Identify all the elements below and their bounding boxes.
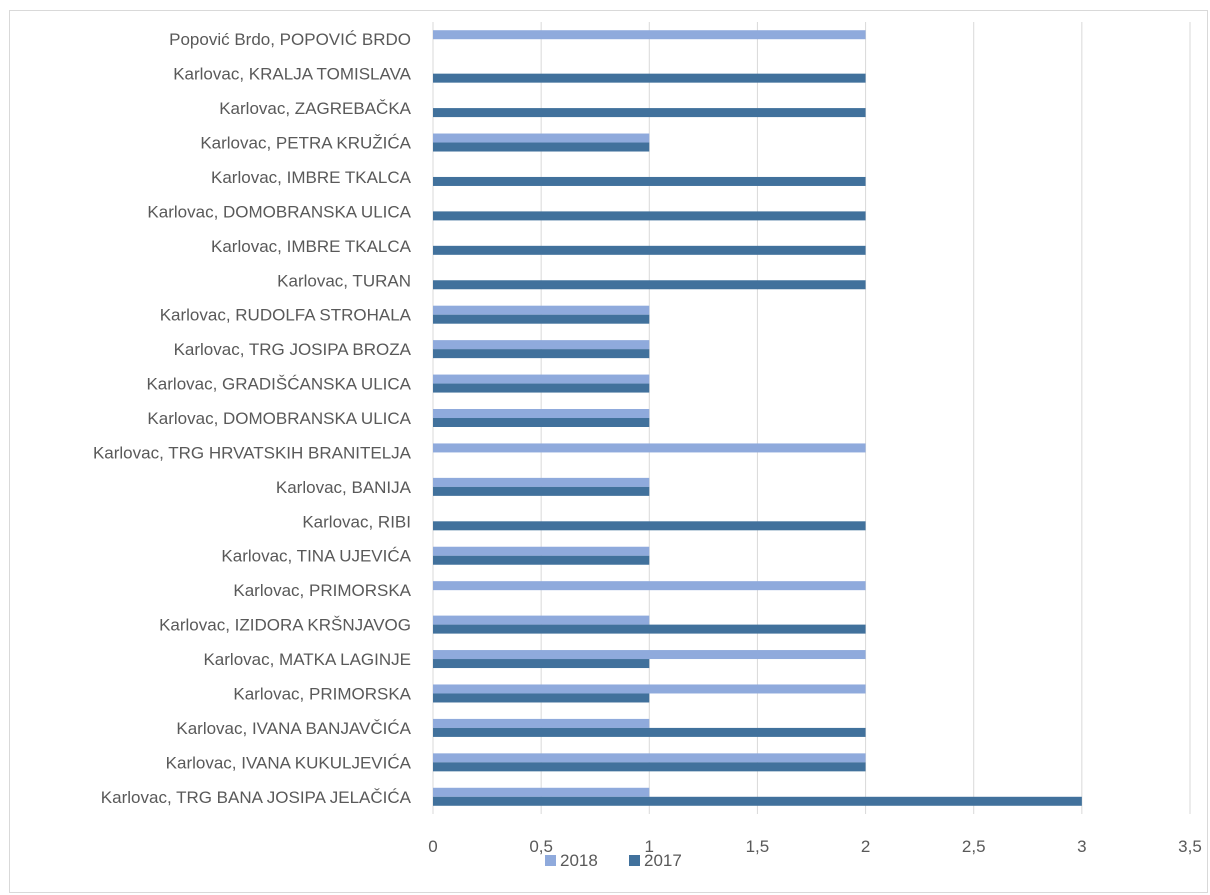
bar-2018: [433, 30, 866, 39]
bar-2018: [433, 340, 649, 349]
x-tick-label: 0,5: [529, 837, 553, 856]
category-label: Karlovac, IVANA BANJAVČIĆA: [176, 719, 411, 738]
legend-swatch-2017: [629, 855, 640, 866]
bar-2017: [433, 349, 649, 358]
category-label: Karlovac, ZAGREBAČKA: [219, 99, 411, 118]
bar-2018: [433, 788, 649, 797]
bar-2017: [433, 693, 649, 702]
category-label: Karlovac, TINA UJEVIĆA: [221, 547, 411, 566]
bar-2017: [433, 177, 866, 186]
bar-2017: [433, 418, 649, 427]
bar-2017: [433, 108, 866, 117]
category-label: Karlovac, IVANA KUKULJEVIĆA: [166, 753, 412, 772]
bar-2017: [433, 384, 649, 393]
bar-2018: [433, 409, 649, 418]
bar-2017: [433, 659, 649, 668]
bar-2017: [433, 762, 866, 771]
x-tick-label: 2,5: [962, 837, 986, 856]
bar-2018: [433, 547, 649, 556]
bar-2017: [433, 521, 866, 530]
x-tick-label: 3: [1077, 837, 1086, 856]
bar-2018: [433, 684, 866, 693]
category-label: Karlovac, RIBI: [302, 512, 411, 531]
bar-2017: [433, 487, 649, 496]
bar-2018: [433, 478, 649, 487]
category-label: Karlovac, IMBRE TKALCA: [211, 237, 412, 256]
bar-2017: [433, 625, 866, 634]
category-label: Karlovac, PETRA KRUŽIĆA: [200, 134, 411, 153]
category-label: Karlovac, PRIMORSKA: [233, 581, 411, 600]
legend-swatch-2018: [545, 855, 556, 866]
bar-2017: [433, 74, 866, 83]
bar-2017: [433, 143, 649, 152]
bar-2018: [433, 616, 649, 625]
category-label: Karlovac, TURAN: [277, 271, 411, 290]
bar-2018: [433, 753, 866, 762]
bar-2017: [433, 280, 866, 289]
bar-2018: [433, 306, 649, 315]
bar-2018: [433, 134, 649, 143]
x-tick-label: 0: [428, 837, 437, 856]
category-label: Karlovac, TRG HRVATSKIH BRANITELJA: [93, 443, 412, 462]
category-label: Karlovac, MATKA LAGINJE: [203, 650, 411, 669]
category-label: Karlovac, GRADIŠĆANSKA ULICA: [146, 375, 411, 394]
bar-2017: [433, 728, 866, 737]
x-tick-label: 3,5: [1178, 837, 1202, 856]
bar-2017: [433, 246, 866, 255]
category-label: Karlovac, IMBRE TKALCA: [211, 168, 412, 187]
category-label: Karlovac, RUDOLFA STROHALA: [160, 306, 412, 325]
category-label: Karlovac, TRG BANA JOSIPA JELAČIĆA: [101, 788, 412, 807]
category-label: Karlovac, BANIJA: [276, 478, 412, 497]
x-tick-label: 1,5: [746, 837, 770, 856]
category-label: Karlovac, IZIDORA KRŠNJAVOG: [159, 616, 411, 635]
category-label: Karlovac, DOMOBRANSKA ULICA: [147, 409, 411, 428]
bar-2018: [433, 581, 866, 590]
category-label: Popović Brdo, POPOVIĆ BRDO: [169, 30, 411, 49]
bar-2017: [433, 797, 1082, 806]
category-label: Karlovac, KRALJA TOMISLAVA: [173, 65, 411, 84]
legend-label-2018: 2018: [560, 851, 598, 870]
bar-2017: [433, 211, 866, 220]
bar-2017: [433, 315, 649, 324]
bar-2018: [433, 443, 866, 452]
category-label: Karlovac, TRG JOSIPA BROZA: [174, 340, 412, 359]
chart-frame: 0 0,5 1 1,5 2 2,5 3 3,5 Karlovac, TRG BANA JOSIP…: [9, 10, 1208, 893]
category-label: Karlovac, DOMOBRANSKA ULICA: [147, 202, 411, 221]
legend-label-2017: 2017: [644, 851, 682, 870]
category-label: Karlovac, PRIMORSKA: [233, 684, 411, 703]
bar-2018: [433, 719, 649, 728]
bar-2018: [433, 650, 866, 659]
bar-2017: [433, 556, 649, 565]
bar-2018: [433, 375, 649, 384]
x-tick-label: 2: [861, 837, 870, 856]
